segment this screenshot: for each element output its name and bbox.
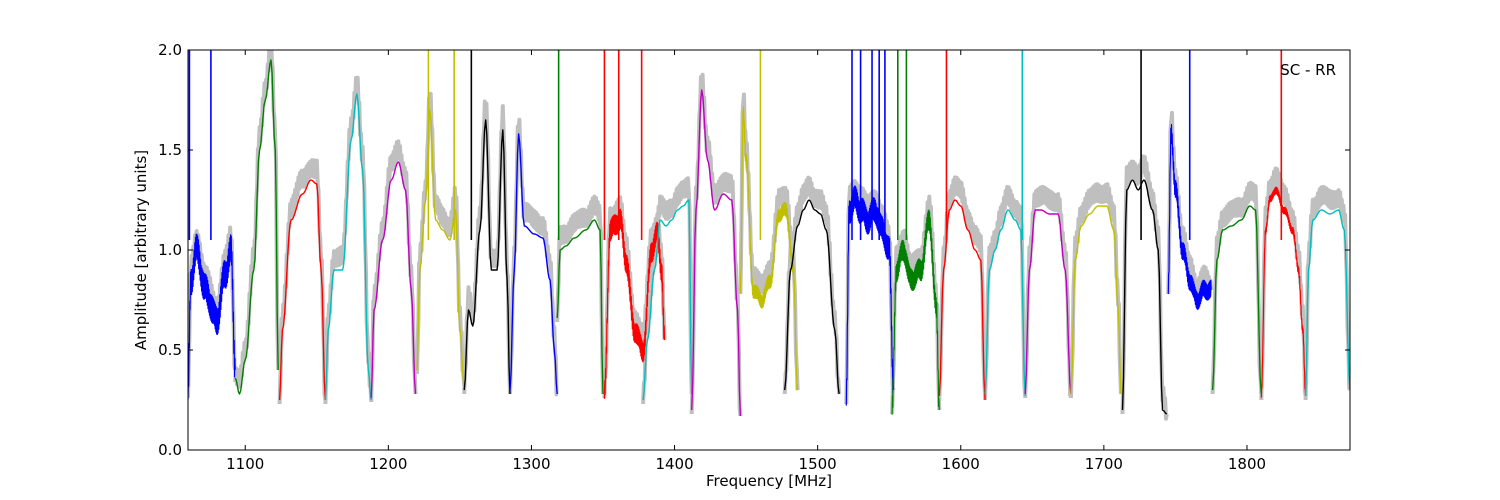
series-line-17: [984, 209, 1026, 397]
background-trace-22: [1210, 180, 1264, 395]
series-line-10: [642, 199, 693, 401]
series-line-11: [691, 89, 742, 417]
background-trace-7: [508, 117, 559, 397]
y-tick-label: 1.5: [158, 141, 182, 159]
x-tick-label: 1800: [1228, 455, 1266, 473]
series-line-0: [188, 233, 236, 401]
y-axis-label: Amplitude [arbitrary units]: [132, 150, 150, 350]
ticks-layer: 1100 1200 1300 1400 1500 1600 1700 1800 0.0 0.5 1.…: [158, 41, 1350, 473]
background-trace-24: [1303, 184, 1350, 401]
x-tick-label: 1500: [799, 455, 837, 473]
series-line-6: [463, 119, 511, 395]
x-tick-label: 1400: [655, 455, 693, 473]
series-line-7: [509, 133, 558, 395]
series-line-1: [234, 59, 279, 395]
series-line-19: [1070, 205, 1122, 395]
background-trace-2: [277, 158, 328, 405]
series-line-22: [1211, 205, 1262, 395]
series-line-8: [556, 219, 604, 395]
y-tick-label: 1.0: [158, 241, 182, 259]
series-line-23: [1260, 186, 1307, 398]
x-axis-label: Frequency [MHz]: [706, 472, 832, 490]
y-tick-label: 2.0: [158, 41, 182, 59]
series-line-2: [278, 179, 327, 401]
series-line-4: [370, 161, 417, 399]
series-line-9: [603, 208, 666, 399]
background-trace-19: [1068, 182, 1123, 399]
series-line-3: [324, 93, 372, 401]
plot-background: [188, 50, 1350, 450]
background-trace-4: [369, 139, 418, 403]
series-line-5: [416, 109, 465, 387]
series-line-21: [1167, 123, 1212, 310]
x-tick-label: 1700: [1085, 455, 1123, 473]
x-tick-label: 1100: [226, 455, 264, 473]
background-trace-13: [782, 175, 842, 395]
series-line-12: [739, 106, 799, 391]
y-tick-label: 0.5: [158, 341, 182, 359]
series-line-18: [1024, 209, 1072, 395]
background-trace-8: [555, 194, 605, 395]
background-trace-23: [1259, 166, 1308, 401]
series-line-20: [1121, 179, 1168, 415]
chart-annotation: SC - RR: [1280, 61, 1336, 79]
background-trace-21: [1166, 110, 1214, 298]
background-trace-18: [1023, 184, 1073, 399]
y-tick-label: 0.0: [158, 441, 182, 459]
background-trace-5: [415, 91, 467, 387]
x-tick-label: 1300: [512, 455, 550, 473]
spike-layer: [188, 50, 1283, 240]
series-line-15: [891, 209, 940, 415]
series-line-24: [1304, 209, 1350, 397]
x-tick-label: 1200: [369, 455, 407, 473]
background-trace-17: [983, 185, 1028, 399]
series-line-13: [784, 199, 840, 395]
series-line-14: [845, 185, 895, 406]
x-tick-label: 1600: [942, 455, 980, 473]
